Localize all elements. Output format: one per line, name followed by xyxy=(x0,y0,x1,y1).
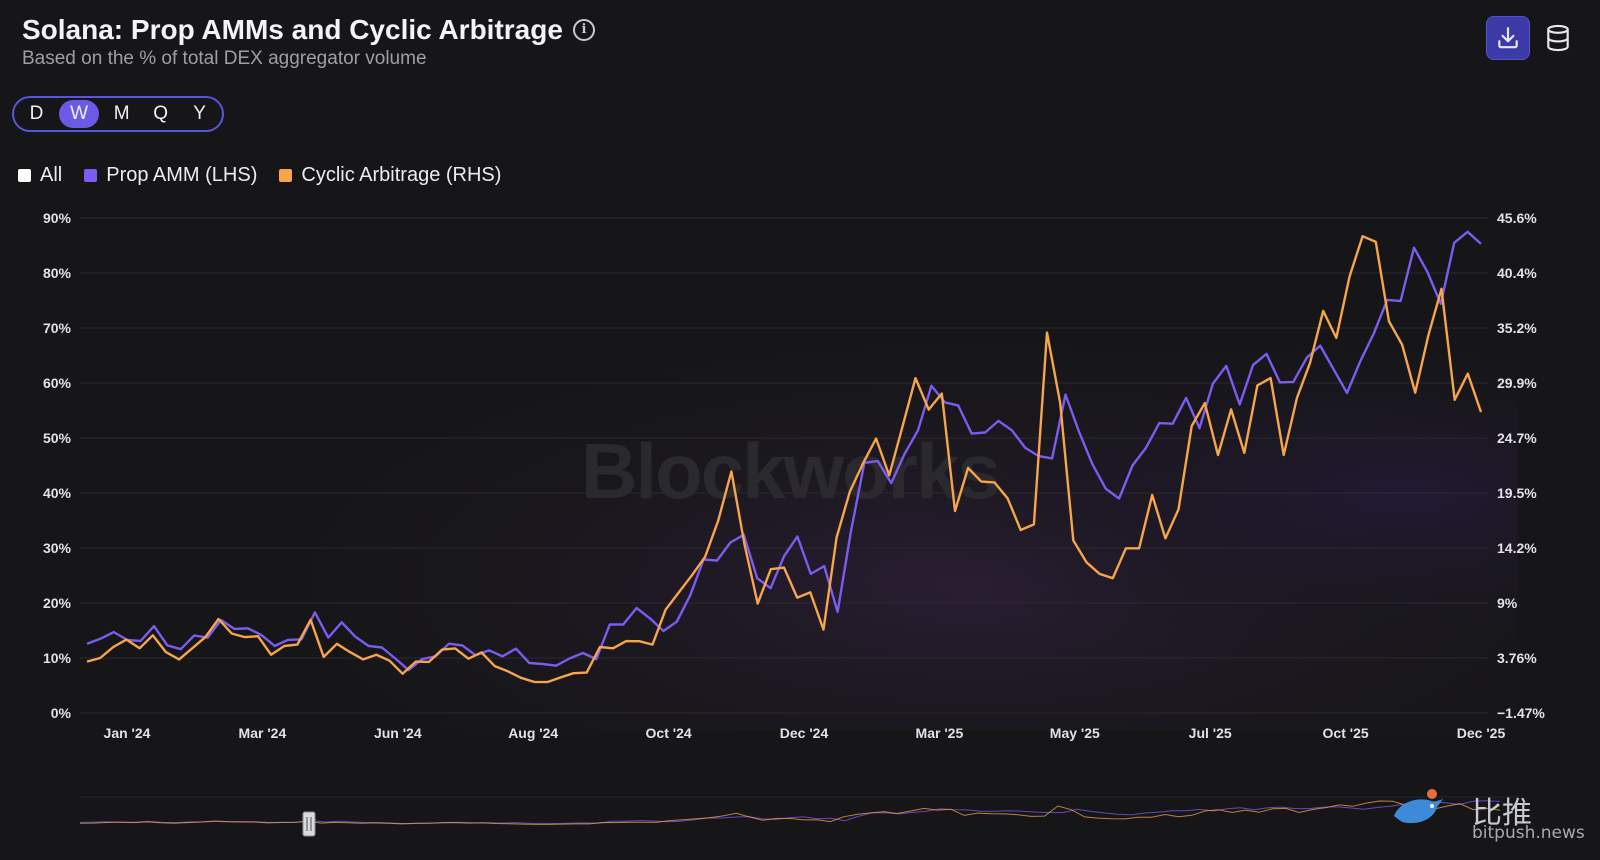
y-left-tick-label: 10% xyxy=(43,650,72,666)
y-right-tick-label: 29.9% xyxy=(1497,375,1537,391)
database-button[interactable] xyxy=(1540,20,1576,56)
x-tick-label: Oct '24 xyxy=(646,725,692,741)
y-left-tick-label: 90% xyxy=(43,210,72,226)
legend-label-prop-amm: Prop AMM (LHS) xyxy=(106,164,258,186)
x-tick-label: Oct '25 xyxy=(1323,725,1369,741)
range-navigator[interactable] xyxy=(79,796,1518,837)
x-tick-label: Aug '24 xyxy=(508,725,558,741)
x-tick-label: Jul '25 xyxy=(1189,725,1232,741)
watermark: Blockworks xyxy=(581,427,999,515)
y-right-tick-label: 24.7% xyxy=(1497,430,1537,446)
download-icon xyxy=(1498,27,1518,49)
x-tick-label: Mar '25 xyxy=(916,725,964,741)
period-m-button[interactable]: M xyxy=(113,103,130,124)
navigator-line xyxy=(79,800,1501,825)
navigator-series xyxy=(79,800,1501,825)
y-left-axis: 0% 10% 20% 30% 40% 50% 60% 70% 80% 90% xyxy=(43,210,72,721)
chart-subtitle: Based on the % of total DEX aggregator v… xyxy=(22,48,427,69)
legend-item-all[interactable]: All xyxy=(18,164,62,187)
y-left-tick-label: 40% xyxy=(43,485,72,501)
y-left-tick-label: 20% xyxy=(43,595,72,611)
x-tick-label: Dec '24 xyxy=(780,725,829,741)
y-right-tick-label: 19.5% xyxy=(1497,485,1537,501)
y-right-axis: −1.47% 3.76% 9% 14.2% 19.5% 24.7% 29.9% 35.2% 40… xyxy=(1497,210,1545,721)
y-left-tick-label: 60% xyxy=(43,375,72,391)
legend-item-cyclic-arb[interactable]: Cyclic Arbitrage (RHS) xyxy=(279,164,501,187)
legend-label-all: All xyxy=(40,164,63,186)
y-left-tick-label: 70% xyxy=(43,320,72,336)
bitpush-url-text: bitpush.news xyxy=(1472,823,1585,843)
period-selector: D W M Q Y xyxy=(12,96,224,132)
legend-swatch-all xyxy=(18,169,31,182)
legend-swatch-cyclic-arb xyxy=(279,169,293,182)
grid-lines xyxy=(80,217,1488,714)
series-line-prop-amm xyxy=(86,230,1482,672)
period-q-button[interactable]: Q xyxy=(153,103,168,124)
period-y-button[interactable]: Y xyxy=(193,103,206,124)
chart-legend: All Prop AMM (LHS) Cyclic Arbitrage (RHS… xyxy=(18,164,501,187)
bitpush-cn-text: 比推 xyxy=(1472,796,1532,831)
y-right-tick-label: 14.2% xyxy=(1497,540,1537,556)
navigator-handle[interactable] xyxy=(302,811,316,837)
y-left-tick-label: 50% xyxy=(43,430,72,446)
x-tick-label: Mar '24 xyxy=(239,725,287,741)
x-tick-label: Jan '24 xyxy=(104,725,151,741)
period-d-button[interactable]: D xyxy=(29,103,44,124)
y-right-tick-label: 40.4% xyxy=(1497,265,1537,281)
download-button[interactable] xyxy=(1486,16,1530,60)
x-tick-label: Dec '25 xyxy=(1457,725,1506,741)
series-line-cyclic-arbitrage xyxy=(86,234,1483,684)
chart-title-text: Solana: Prop AMMs and Cyclic Arbitrage xyxy=(22,14,563,45)
y-left-tick-label: 0% xyxy=(51,705,72,721)
period-w-button[interactable]: W xyxy=(58,100,100,128)
x-tick-label: Jun '24 xyxy=(374,725,422,741)
bird-icon xyxy=(1394,789,1443,824)
legend-swatch-prop-amm xyxy=(84,169,98,182)
y-right-tick-label: 35.2% xyxy=(1497,320,1537,336)
y-right-tick-label: 9% xyxy=(1497,595,1518,611)
y-left-tick-label: 30% xyxy=(43,540,72,556)
y-right-tick-label: −1.47% xyxy=(1497,705,1545,721)
database-icon xyxy=(1547,24,1569,52)
x-axis: Jan '24 Mar '24 Jun '24 Aug '24 Oct '24 Dec '… xyxy=(104,725,1506,741)
x-tick-label: May '25 xyxy=(1050,725,1100,741)
navigator-line xyxy=(79,800,1501,825)
legend-item-prop-amm[interactable]: Prop AMM (LHS) xyxy=(84,164,257,187)
chart-title: Solana: Prop AMMs and Cyclic Arbitrage i xyxy=(22,14,595,46)
y-right-tick-label: 45.6% xyxy=(1497,210,1537,226)
y-right-tick-label: 3.76% xyxy=(1497,650,1537,666)
y-left-tick-label: 80% xyxy=(43,265,72,281)
bitpush-logo xyxy=(1388,786,1448,830)
legend-label-cyclic-arb: Cyclic Arbitrage (RHS) xyxy=(301,164,502,186)
series-layer xyxy=(86,230,1483,684)
info-icon[interactable]: i xyxy=(572,19,595,41)
